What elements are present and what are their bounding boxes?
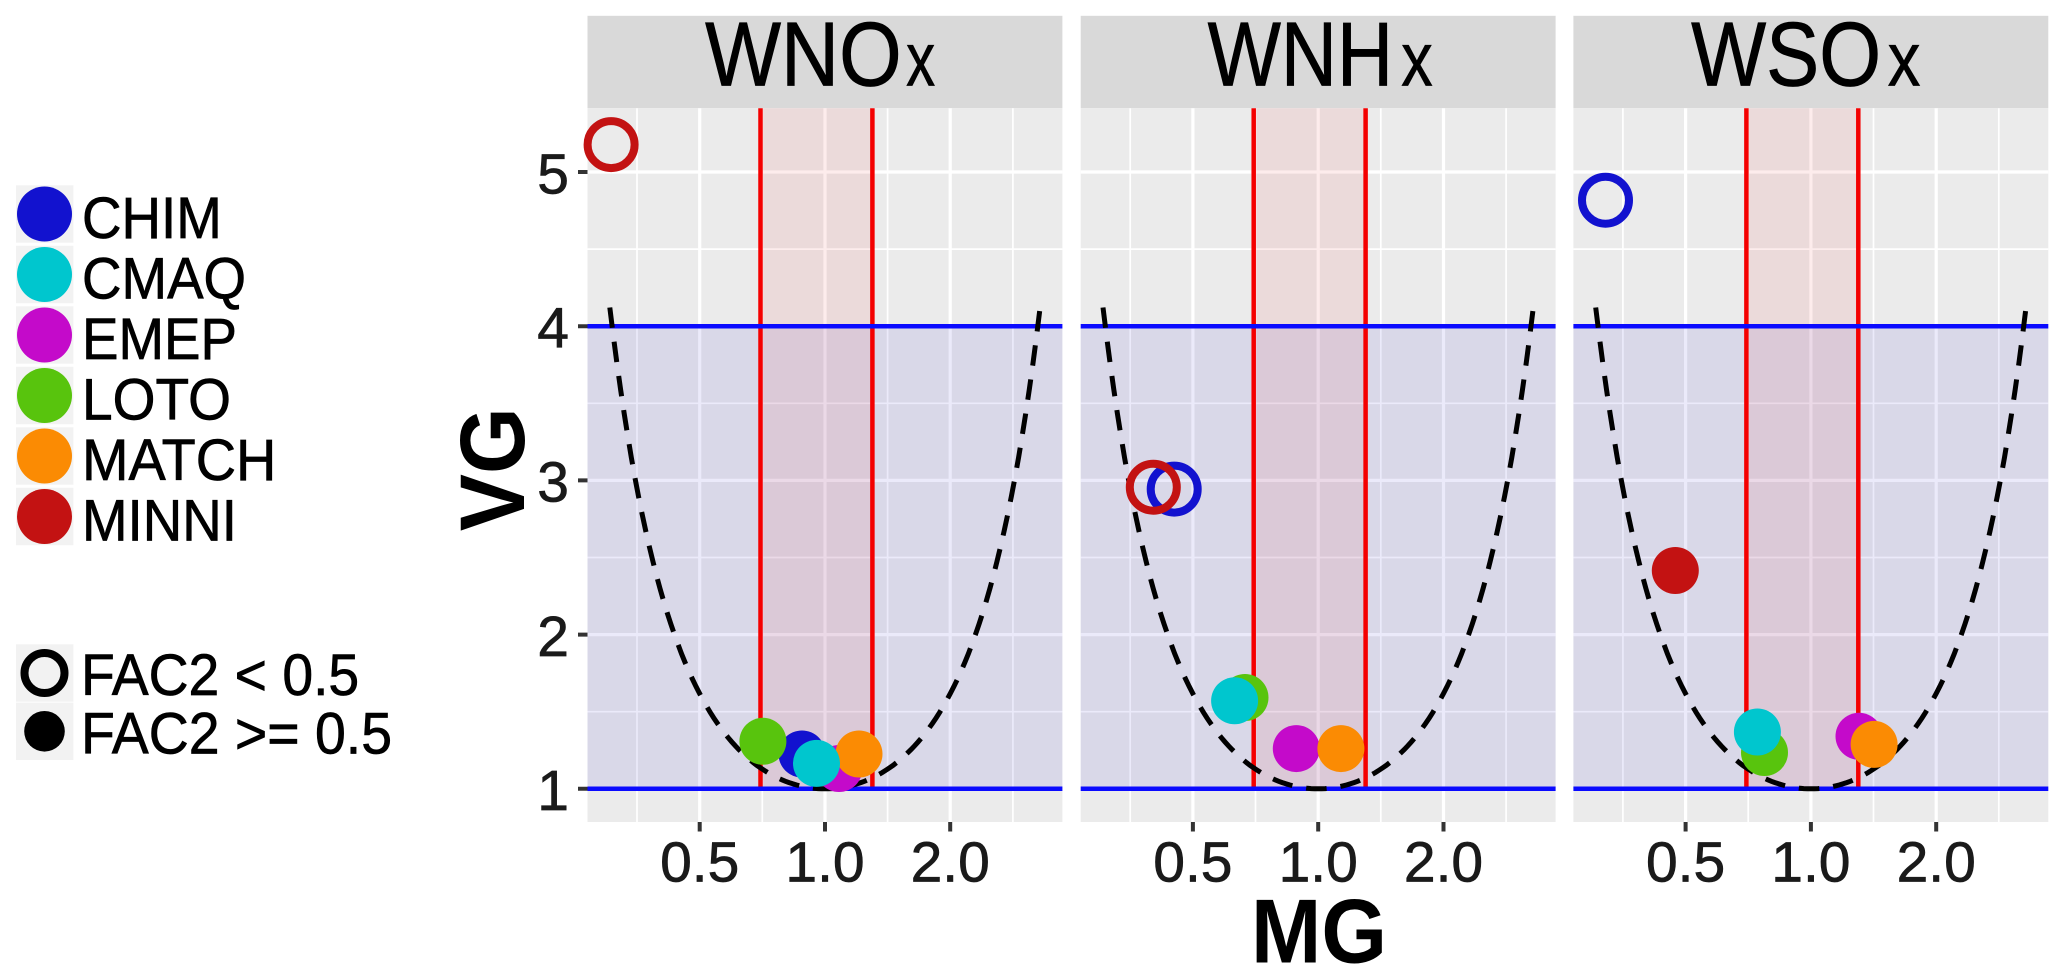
svg-text:1.0: 1.0 [785,831,864,895]
svg-text:4: 4 [537,297,569,361]
svg-text:VG: VG [442,407,544,531]
svg-text:CHIM: CHIM [82,186,222,251]
svg-text:0.5: 0.5 [1646,831,1725,895]
svg-text:5: 5 [537,142,569,206]
svg-text:MINNI: MINNI [82,489,237,554]
svg-text:MG: MG [1251,882,1387,979]
svg-text:x: x [1888,17,1921,102]
svg-text:FAC2 >= 0.5: FAC2 >= 0.5 [81,701,392,766]
svg-text:x: x [1401,17,1432,102]
svg-text:WNO: WNO [705,4,902,105]
svg-text:0.5: 0.5 [1153,831,1232,895]
svg-text:WSO: WSO [1691,4,1881,105]
svg-text:MATCH: MATCH [82,428,276,493]
svg-text:1.0: 1.0 [1279,831,1358,895]
svg-text:x: x [906,17,935,102]
svg-text:EMEP: EMEP [82,307,237,372]
svg-text:1: 1 [537,759,569,823]
svg-text:WNH: WNH [1208,4,1394,105]
svg-text:LOTO: LOTO [82,368,231,433]
svg-text:2.0: 2.0 [911,831,990,895]
svg-text:FAC2 < 0.5: FAC2 < 0.5 [81,643,359,708]
svg-text:0.5: 0.5 [660,831,739,895]
svg-text:1.0: 1.0 [1771,831,1850,895]
svg-text:2.0: 2.0 [1404,831,1483,895]
svg-text:2.0: 2.0 [1897,831,1976,895]
svg-text:3: 3 [537,451,569,515]
svg-text:CMAQ: CMAQ [82,247,246,312]
svg-text:2: 2 [537,605,569,669]
